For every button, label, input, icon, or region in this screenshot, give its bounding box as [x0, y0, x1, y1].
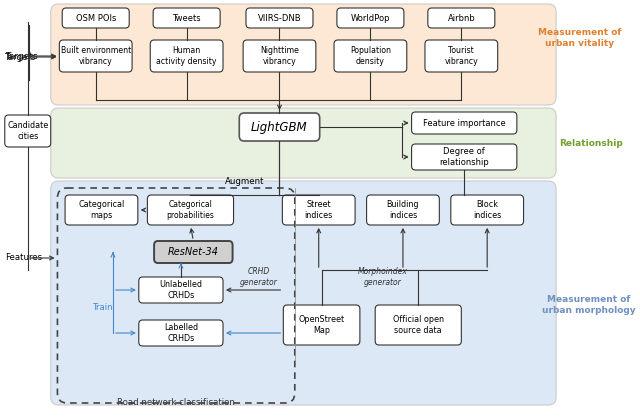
Text: VIIRS-DNB: VIIRS-DNB	[258, 13, 301, 23]
Text: Categorical
maps: Categorical maps	[78, 200, 125, 220]
Text: Built environment
vibrancy: Built environment vibrancy	[61, 46, 131, 66]
FancyBboxPatch shape	[375, 305, 461, 345]
Text: Human
activity density: Human activity density	[156, 46, 217, 66]
FancyBboxPatch shape	[51, 108, 556, 178]
Text: Relationship: Relationship	[559, 138, 623, 148]
Text: Labelled
CRHDs: Labelled CRHDs	[164, 323, 198, 343]
FancyBboxPatch shape	[65, 195, 138, 225]
FancyBboxPatch shape	[147, 195, 234, 225]
Text: Population
density: Population density	[350, 46, 391, 66]
Text: Measurement of
urban vitality: Measurement of urban vitality	[538, 28, 621, 48]
Text: Tweets: Tweets	[172, 13, 201, 23]
FancyBboxPatch shape	[282, 195, 355, 225]
FancyBboxPatch shape	[154, 241, 232, 263]
Text: Tourist
vibrancy: Tourist vibrancy	[444, 46, 478, 66]
FancyBboxPatch shape	[60, 40, 132, 72]
Text: WorldPop: WorldPop	[351, 13, 390, 23]
Text: Train: Train	[93, 304, 114, 312]
Text: Building
indices: Building indices	[387, 200, 419, 220]
FancyBboxPatch shape	[412, 112, 517, 134]
FancyBboxPatch shape	[139, 320, 223, 346]
Text: Road network classification: Road network classification	[117, 398, 235, 407]
Text: OpenStreet
Map: OpenStreet Map	[298, 315, 345, 335]
Text: Degree of
relationship: Degree of relationship	[439, 147, 489, 167]
FancyBboxPatch shape	[51, 181, 556, 405]
FancyBboxPatch shape	[428, 8, 495, 28]
Text: Augment: Augment	[225, 176, 264, 186]
Text: Feature importance: Feature importance	[423, 118, 506, 128]
FancyBboxPatch shape	[4, 115, 51, 147]
Text: Morphoindex
generator: Morphoindex generator	[358, 267, 408, 287]
Text: Street
indices: Street indices	[305, 200, 333, 220]
Text: Targets: Targets	[4, 53, 36, 61]
Text: Official open
source data: Official open source data	[393, 315, 444, 335]
FancyBboxPatch shape	[451, 195, 524, 225]
Text: Categorical
probabilities: Categorical probabilities	[166, 200, 214, 220]
Text: Unlabelled
CRHDs: Unlabelled CRHDs	[159, 280, 202, 300]
Text: Airbnb: Airbnb	[447, 13, 476, 23]
Text: Candidate
cities: Candidate cities	[7, 121, 49, 141]
FancyBboxPatch shape	[334, 40, 407, 72]
FancyBboxPatch shape	[62, 8, 129, 28]
FancyBboxPatch shape	[239, 113, 320, 141]
FancyBboxPatch shape	[412, 144, 517, 170]
Text: LightGBM: LightGBM	[251, 121, 308, 133]
Text: Measurement of
urban morphology: Measurement of urban morphology	[542, 295, 636, 315]
Text: CRHD
generator: CRHD generator	[239, 267, 277, 287]
FancyBboxPatch shape	[425, 40, 498, 72]
Text: Nighttime
vibrancy: Nighttime vibrancy	[260, 46, 299, 66]
FancyBboxPatch shape	[139, 277, 223, 303]
Text: OSM POIs: OSM POIs	[76, 13, 116, 23]
FancyBboxPatch shape	[337, 8, 404, 28]
FancyBboxPatch shape	[246, 8, 313, 28]
FancyBboxPatch shape	[284, 305, 360, 345]
FancyBboxPatch shape	[150, 40, 223, 72]
FancyBboxPatch shape	[367, 195, 439, 225]
Text: Targets: Targets	[4, 52, 37, 60]
Text: ResNet-34: ResNet-34	[168, 247, 219, 257]
FancyBboxPatch shape	[51, 4, 556, 105]
FancyBboxPatch shape	[153, 8, 220, 28]
FancyBboxPatch shape	[243, 40, 316, 72]
Text: Features: Features	[4, 254, 42, 262]
Text: Block
indices: Block indices	[473, 200, 501, 220]
